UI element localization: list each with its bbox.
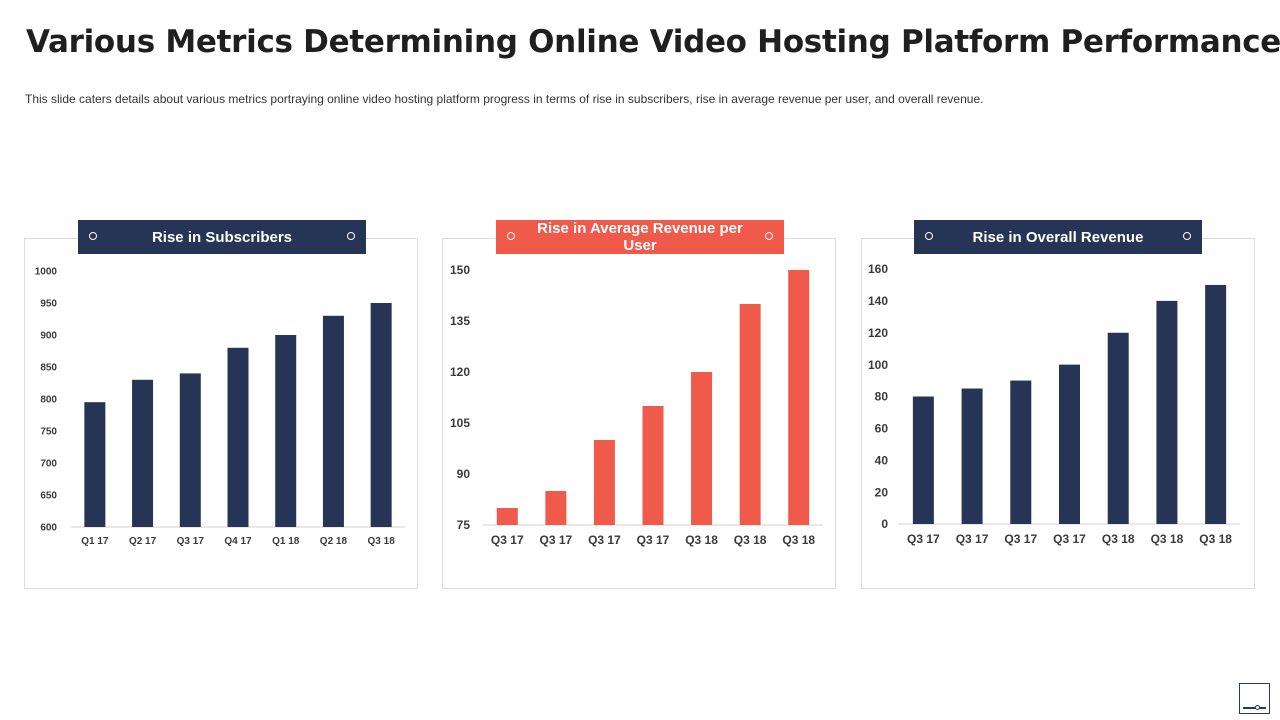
y-tick-label: 0: [881, 517, 888, 531]
circle-outline-icon: [765, 232, 773, 240]
bar: [1107, 332, 1129, 524]
bar: [496, 508, 518, 525]
y-tick-label: 950: [40, 299, 57, 310]
chart-title-subscribers: Rise in Subscribers: [151, 228, 293, 246]
circle-outline-icon: [507, 232, 515, 240]
y-tick-label: 60: [875, 422, 889, 436]
subscribers-bar-chart: 600 650 700 750 800 850 900 950 1000 Q1 17 Q2 17 Q3…: [35, 267, 405, 547]
presentation-icon[interactable]: [1239, 683, 1270, 714]
y-tick-label: 140: [868, 294, 888, 308]
circle-outline-icon: [89, 232, 97, 240]
y-tick-label: 150: [450, 263, 470, 277]
x-tick-label: Q4 17: [224, 536, 252, 547]
x-tick-label: Q3 18: [1199, 532, 1232, 546]
slide-title: Various Metrics Determining Online Video…: [26, 24, 1280, 60]
bar: [1205, 284, 1227, 524]
bar: [1156, 300, 1178, 524]
bar: [370, 303, 392, 527]
x-tick-label: Q3 17: [1004, 532, 1037, 546]
bar: [642, 406, 664, 525]
x-tick-label: Q2 18: [320, 536, 348, 547]
y-tick-label: 900: [40, 331, 57, 342]
chart-panel-overall-revenue: 0 20 40 60 80 100 120 140 160 Q3 17 Q3 17 Q3 17 Q3 1…: [861, 238, 1255, 589]
bar: [1010, 380, 1032, 524]
y-tick-label: 120: [868, 326, 888, 340]
chart-title-arpu: Rise in Average Revenue per User: [537, 220, 743, 254]
y-tick-label: 850: [40, 363, 57, 374]
x-tick-label: Q3 18: [734, 533, 767, 547]
y-tick-label: 100: [868, 358, 888, 372]
bar: [322, 315, 344, 527]
x-tick-label: Q3 17: [540, 533, 573, 547]
x-tick-label: Q3 18: [1102, 532, 1135, 546]
bar: [545, 491, 567, 525]
y-tick-label: 20: [875, 485, 889, 499]
chart-title-overall-revenue: Rise in Overall Revenue: [972, 228, 1144, 246]
x-tick-label: Q3 18: [782, 533, 815, 547]
y-tick-label: 135: [450, 314, 470, 328]
y-tick-label: 40: [875, 453, 889, 467]
chart-banner-subscribers: Rise in Subscribers: [78, 220, 366, 254]
x-tick-label: Q3 17: [1053, 532, 1086, 546]
y-tick-label: 160: [868, 262, 888, 276]
chart-panel-subscribers: 600 650 700 750 800 850 900 950 1000 Q1 17 Q2 17 Q3…: [24, 238, 418, 589]
y-tick-label: 1000: [35, 267, 58, 278]
bar: [84, 402, 106, 527]
bar: [1059, 364, 1080, 524]
arpu-bar-chart: 75 90 105 120 135 150 Q3 17 Q3 17 Q3 17 Q3 17 Q3 1…: [450, 263, 823, 547]
circle-outline-icon: [925, 232, 933, 240]
x-tick-label: Q3 18: [1151, 532, 1184, 546]
bar: [961, 388, 983, 524]
bar: [739, 304, 761, 525]
bar: [788, 270, 810, 525]
slide-subtitle: This slide caters details about various …: [25, 92, 984, 106]
chart-banner-overall-revenue: Rise in Overall Revenue: [914, 220, 1202, 254]
y-tick-label: 700: [40, 459, 57, 470]
y-tick-label: 650: [40, 491, 57, 502]
overall-revenue-bar-chart: 0 20 40 60 80 100 120 140 160 Q3 17 Q3 17 Q3 17 Q3 1…: [868, 262, 1240, 546]
x-tick-label: Q3 18: [685, 533, 718, 547]
x-tick-label: Q1 18: [272, 536, 300, 547]
y-tick-label: 120: [450, 365, 470, 379]
x-tick-label: Q3 17: [177, 536, 205, 547]
y-tick-label: 90: [457, 467, 471, 481]
y-tick-label: 750: [40, 427, 57, 438]
x-tick-label: Q3 17: [637, 533, 670, 547]
y-tick-label: 75: [457, 518, 471, 532]
y-tick-label: 105: [450, 416, 470, 430]
chart-banner-arpu: Rise in Average Revenue per User: [496, 220, 784, 254]
x-tick-label: Q3 17: [588, 533, 621, 547]
bar: [132, 379, 154, 527]
x-tick-label: Q3 17: [956, 532, 989, 546]
circle-outline-icon: [347, 232, 355, 240]
y-tick-label: 600: [40, 523, 57, 534]
x-tick-label: Q2 17: [129, 536, 157, 547]
y-tick-label: 800: [40, 395, 57, 406]
x-tick-label: Q3 18: [368, 536, 396, 547]
bar: [912, 396, 934, 524]
chart-panel-arpu: 75 90 105 120 135 150 Q3 17 Q3 17 Q3 17 Q3 17 Q3 1…: [442, 238, 836, 589]
bar: [691, 372, 713, 525]
bar: [227, 347, 249, 527]
x-tick-label: Q3 17: [491, 533, 524, 547]
circle-outline-icon: [1183, 232, 1191, 240]
x-tick-label: Q3 17: [907, 532, 940, 546]
bar: [593, 440, 615, 525]
bar: [179, 373, 201, 527]
bar: [275, 335, 297, 527]
y-tick-label: 80: [875, 390, 889, 404]
x-tick-label: Q1 17: [81, 536, 109, 547]
